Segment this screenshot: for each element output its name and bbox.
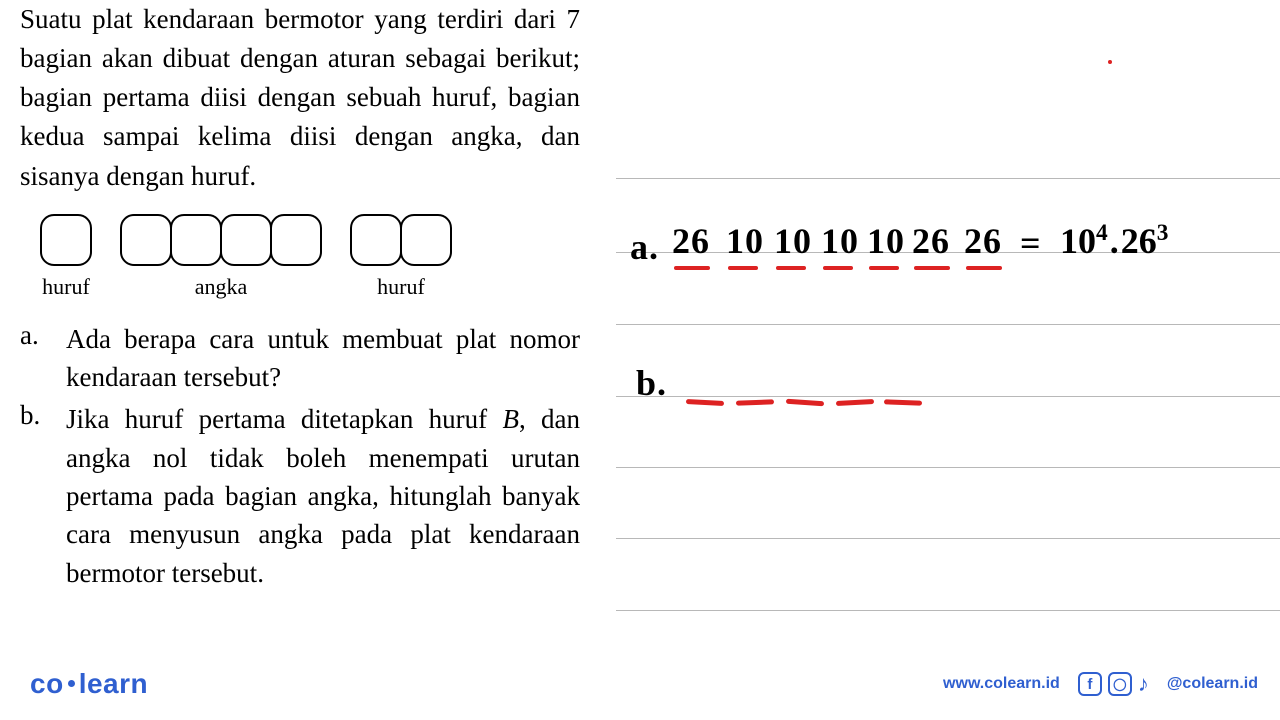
ruled-line bbox=[616, 538, 1280, 539]
hw-b-label: b. bbox=[636, 362, 667, 404]
red-dash bbox=[884, 399, 922, 405]
slot-box bbox=[350, 214, 402, 266]
question-letter: b. bbox=[20, 400, 46, 592]
question-b: b. Jika huruf pertama ditetapkan huruf B… bbox=[20, 400, 580, 592]
hw-a-label: a. bbox=[630, 226, 659, 268]
footer-handle: @colearn.id bbox=[1167, 675, 1258, 693]
slot-group-letter-2: huruf bbox=[350, 214, 452, 300]
red-dash bbox=[786, 399, 824, 407]
red-underline bbox=[914, 266, 950, 270]
hw-rhs-e2: 3 bbox=[1157, 220, 1169, 246]
hw-a-v5: 26 bbox=[912, 220, 950, 262]
hw-a-v1: 10 bbox=[726, 220, 764, 262]
question-text: Ada berapa cara untuk membuat plat nomor… bbox=[66, 320, 580, 397]
ruled-line bbox=[616, 396, 1280, 397]
ruled-line bbox=[616, 324, 1280, 325]
slot-group-digits: angka bbox=[120, 214, 322, 300]
ruled-line bbox=[616, 610, 1280, 611]
ruled-line bbox=[616, 467, 1280, 468]
hw-a-rhs: 104.263 bbox=[1060, 220, 1168, 262]
logo-part-b: learn bbox=[79, 668, 148, 699]
instagram-icon: ◯ bbox=[1108, 672, 1132, 696]
ruled-line bbox=[616, 178, 1280, 179]
question-a: a. Ada berapa cara untuk membuat plat no… bbox=[20, 320, 580, 397]
footer-right: www.colearn.id f ◯ ♪ @colearn.id bbox=[943, 671, 1258, 697]
logo-dot-icon bbox=[68, 680, 75, 687]
logo-part-a: co bbox=[30, 668, 64, 699]
work-panel: a. 26 10 10 10 10 26 26 = 104.263 b. bbox=[616, 0, 1280, 720]
red-underline bbox=[966, 266, 1002, 270]
slot-box bbox=[120, 214, 172, 266]
slot-label-digit: angka bbox=[195, 274, 248, 300]
problem-statement: Suatu plat kendaraan bermotor yang terdi… bbox=[20, 0, 580, 196]
social-icons: f ◯ ♪ bbox=[1078, 671, 1149, 697]
hw-rhs-dot: . bbox=[1110, 221, 1119, 261]
hw-a-v4: 10 bbox=[867, 220, 905, 262]
facebook-icon: f bbox=[1078, 672, 1102, 696]
hw-rhs-b2: 26 bbox=[1121, 221, 1157, 261]
slot-label-letter: huruf bbox=[42, 274, 90, 300]
hw-a-v3: 10 bbox=[821, 220, 859, 262]
hw-a-eq: = bbox=[1020, 222, 1042, 264]
slot-group-letter-1: huruf bbox=[40, 214, 92, 300]
slot-box bbox=[270, 214, 322, 266]
red-dash bbox=[686, 399, 724, 406]
slot-box bbox=[170, 214, 222, 266]
question-letter: a. bbox=[20, 320, 46, 397]
slot-box bbox=[220, 214, 272, 266]
slot-box bbox=[400, 214, 452, 266]
brand-logo: colearn bbox=[30, 668, 148, 700]
red-underline bbox=[674, 266, 710, 270]
hw-a-v0: 26 bbox=[672, 220, 710, 262]
red-dot-mark bbox=[1108, 60, 1112, 64]
question-text: Jika huruf pertama ditetapkan huruf B, d… bbox=[66, 400, 580, 592]
red-underline bbox=[869, 266, 899, 270]
footer-url: www.colearn.id bbox=[943, 675, 1060, 693]
qb-t1: Jika huruf pertama ditetapkan huruf bbox=[66, 404, 502, 434]
red-dash bbox=[836, 399, 874, 406]
hw-a-v6: 26 bbox=[964, 220, 1002, 262]
red-dash bbox=[736, 399, 774, 405]
problem-panel: Suatu plat kendaraan bermotor yang terdi… bbox=[20, 0, 580, 596]
hw-rhs-b1: 10 bbox=[1060, 221, 1096, 261]
red-underline bbox=[728, 266, 758, 270]
red-underline bbox=[823, 266, 853, 270]
qb-italic-b: B bbox=[502, 404, 519, 434]
question-list: a. Ada berapa cara untuk membuat plat no… bbox=[20, 320, 580, 592]
red-underline bbox=[776, 266, 806, 270]
footer: colearn www.colearn.id f ◯ ♪ @colearn.id bbox=[30, 668, 1258, 700]
slot-diagram: huruf angka huruf bbox=[40, 214, 580, 300]
slot-box bbox=[40, 214, 92, 266]
tiktok-icon: ♪ bbox=[1138, 671, 1149, 697]
hw-rhs-e1: 4 bbox=[1096, 220, 1108, 246]
slot-label-letter: huruf bbox=[377, 274, 425, 300]
hw-a-v2: 10 bbox=[774, 220, 812, 262]
